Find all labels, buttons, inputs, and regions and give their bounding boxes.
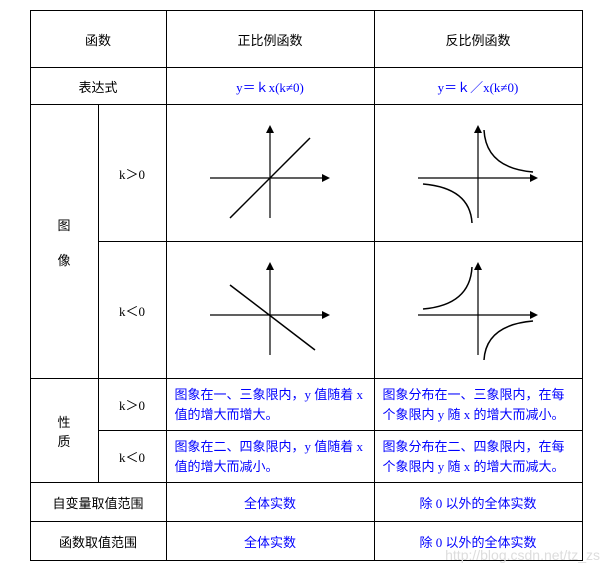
- header-function: 函数: [30, 11, 166, 68]
- prop-direct-kneg: 图象在二、四象限内，y 值随着 x 值的增大而减小。: [166, 431, 374, 483]
- expr-inverse: y＝ｋ／x(k≠0): [374, 68, 582, 105]
- watermark: http://blog.csdn.net/tz_zs: [445, 547, 600, 563]
- prop-kpos-label: k＞0: [98, 379, 166, 431]
- graph-inverse-kneg: [374, 242, 582, 379]
- row-graph-label: 图 像: [30, 105, 98, 379]
- expr-direct: y＝ｋx(k≠0): [166, 68, 374, 105]
- range-direct: 全体实数: [166, 522, 374, 561]
- prop-kneg-label: k＜0: [98, 431, 166, 483]
- graph-direct-kpos: [166, 105, 374, 242]
- function-comparison-table: 函数 正比例函数 反比例函数 表达式 y＝ｋx(k≠0) y＝ｋ／x(k≠0) …: [30, 10, 583, 561]
- row-expression-label: 表达式: [30, 68, 166, 105]
- row-domain-label: 自变量取值范围: [30, 483, 166, 522]
- prop-inverse-kpos: 图象分布在一、三象限内，在每个象限内 y 随 x 的增大而减小。: [374, 379, 582, 431]
- header-inverse: 反比例函数: [374, 11, 582, 68]
- prop-direct-kpos: 图象在一、三象限内，y 值随着 x 值的增大而增大。: [166, 379, 374, 431]
- graph-kneg-label: k＜0: [98, 242, 166, 379]
- header-direct: 正比例函数: [166, 11, 374, 68]
- row-property-label: 性 质: [30, 379, 98, 483]
- row-range-label: 函数取值范围: [30, 522, 166, 561]
- prop-inverse-kneg: 图象分布在二、四象限内，在每个象限内 y 随 x 的增大而减大。: [374, 431, 582, 483]
- graph-direct-kneg: [166, 242, 374, 379]
- domain-direct: 全体实数: [166, 483, 374, 522]
- graph-inverse-kpos: [374, 105, 582, 242]
- domain-inverse: 除 0 以外的全体实数: [374, 483, 582, 522]
- graph-kpos-label: k＞0: [98, 105, 166, 242]
